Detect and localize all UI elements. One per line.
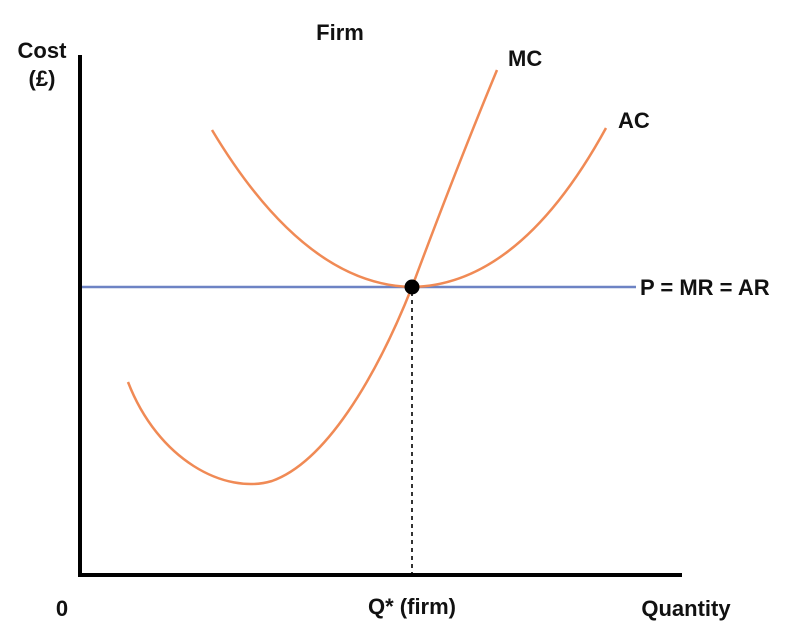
average-cost-curve (210, 127, 608, 289)
diagram-title: Firm (316, 20, 364, 45)
y-axis-label-line2: (£) (29, 66, 56, 91)
equilibrium-point (404, 279, 420, 295)
price-label: P = MR = AR (640, 275, 770, 300)
marginal-cost-curve (126, 69, 499, 486)
y-axis-label-line1: Cost (18, 38, 68, 63)
q-star-label: Q* (firm) (368, 594, 456, 619)
mc-label: MC (508, 46, 542, 71)
x-axis-label: Quantity (641, 596, 731, 621)
ac-label: AC (618, 108, 650, 133)
origin-label: 0 (56, 596, 68, 621)
